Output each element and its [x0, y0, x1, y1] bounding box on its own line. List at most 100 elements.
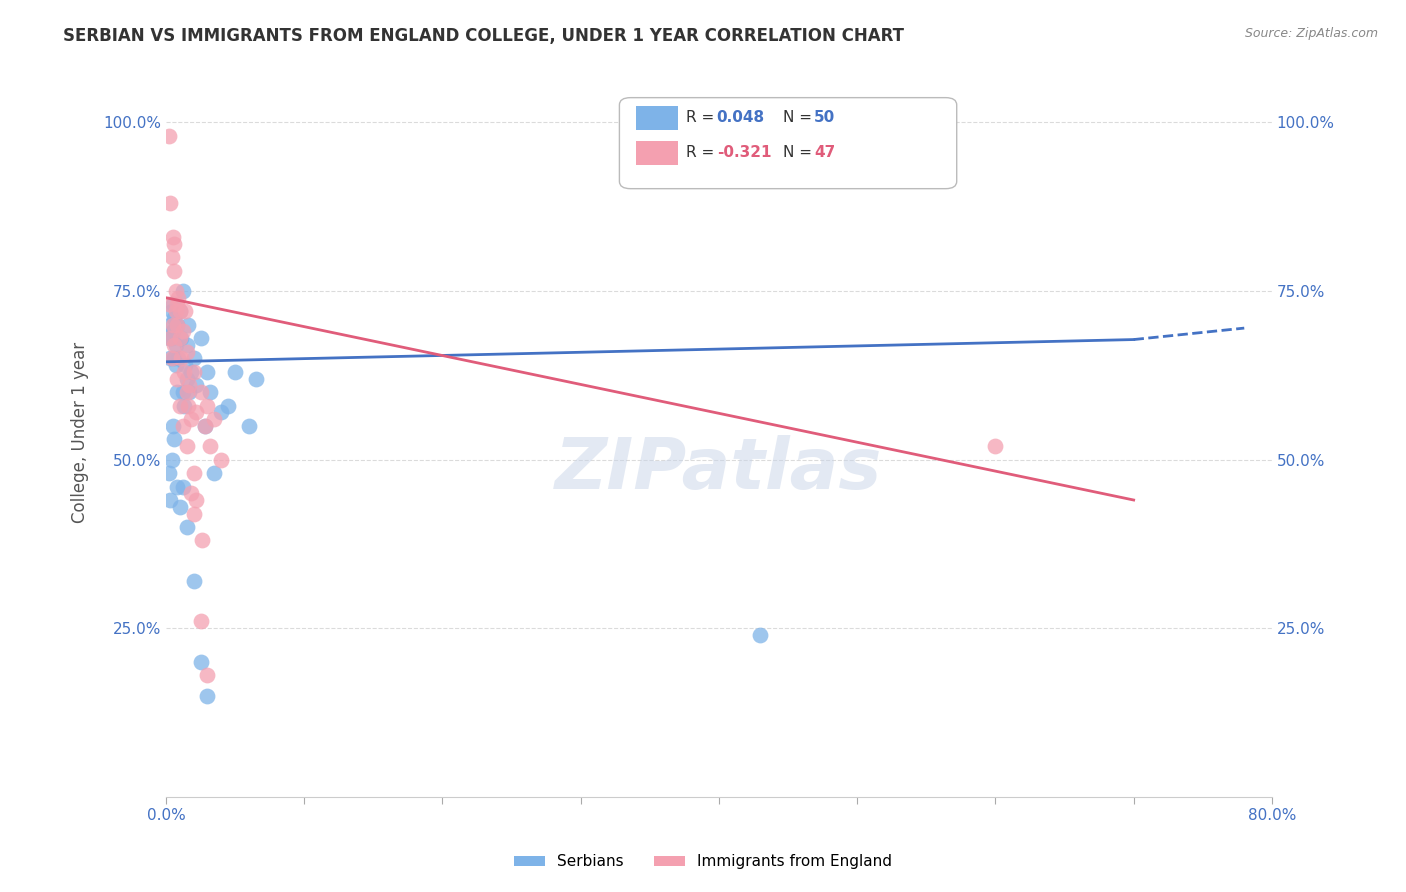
Point — [173, 399, 195, 413]
Point — [166, 479, 188, 493]
Point — [186, 493, 208, 508]
Point — [169, 500, 191, 514]
Point — [174, 358, 197, 372]
Point — [200, 439, 222, 453]
Legend: Serbians, Immigrants from England: Serbians, Immigrants from England — [508, 848, 898, 875]
Point — [157, 297, 180, 311]
Point — [238, 418, 260, 433]
Point — [197, 668, 219, 682]
Point — [162, 318, 184, 332]
Text: N =: N = — [783, 110, 817, 125]
Point — [172, 325, 194, 339]
Point — [163, 236, 186, 251]
Point — [190, 615, 212, 629]
Text: 50: 50 — [814, 110, 835, 125]
Point — [172, 418, 194, 433]
Point — [190, 331, 212, 345]
Point — [162, 418, 184, 433]
Point — [176, 372, 198, 386]
Point — [174, 304, 197, 318]
Point — [163, 351, 186, 366]
Point — [177, 318, 200, 332]
Point — [159, 331, 181, 345]
Point — [167, 351, 190, 366]
Point — [176, 520, 198, 534]
Text: ZIPatlas: ZIPatlas — [555, 434, 883, 503]
Point — [172, 284, 194, 298]
Point — [166, 372, 188, 386]
Text: N =: N = — [783, 145, 817, 160]
Point — [162, 230, 184, 244]
Point — [176, 344, 198, 359]
Point — [165, 304, 187, 318]
Point — [173, 365, 195, 379]
Point — [194, 418, 217, 433]
Text: R =: R = — [686, 110, 718, 125]
Point — [172, 385, 194, 400]
Point — [159, 318, 181, 332]
Point — [180, 486, 202, 500]
Point — [159, 493, 181, 508]
FancyBboxPatch shape — [636, 106, 678, 130]
Point — [183, 351, 205, 366]
Point — [183, 507, 205, 521]
Point — [167, 291, 190, 305]
Text: Source: ZipAtlas.com: Source: ZipAtlas.com — [1244, 27, 1378, 40]
Point — [165, 284, 187, 298]
Point — [163, 310, 186, 325]
Point — [183, 365, 205, 379]
Point — [165, 358, 187, 372]
Point — [169, 304, 191, 318]
Point — [170, 351, 193, 366]
Point — [169, 399, 191, 413]
Point — [202, 466, 225, 480]
Text: 47: 47 — [814, 145, 835, 160]
Point — [163, 433, 186, 447]
Point — [179, 385, 201, 400]
Text: R =: R = — [686, 145, 718, 160]
Point — [160, 452, 183, 467]
Point — [177, 399, 200, 413]
Point — [166, 318, 188, 332]
Point — [166, 297, 188, 311]
Point — [157, 466, 180, 480]
Point — [197, 365, 219, 379]
Point — [984, 439, 1007, 453]
Point — [170, 331, 193, 345]
Point — [200, 385, 222, 400]
FancyBboxPatch shape — [620, 97, 956, 189]
Point — [190, 385, 212, 400]
Point — [166, 318, 188, 332]
Point — [157, 331, 180, 345]
Point — [209, 405, 232, 419]
Point — [180, 412, 202, 426]
Point — [157, 128, 180, 143]
Point — [183, 574, 205, 588]
Point — [160, 304, 183, 318]
Point — [176, 338, 198, 352]
Point — [160, 331, 183, 345]
Point — [209, 452, 232, 467]
Point — [160, 250, 183, 264]
Point — [162, 325, 184, 339]
Point — [162, 297, 184, 311]
Point — [159, 351, 181, 366]
Point — [179, 378, 201, 392]
Point — [169, 331, 191, 345]
Point — [160, 351, 183, 366]
Point — [180, 365, 202, 379]
Point — [186, 405, 208, 419]
Point — [183, 466, 205, 480]
Point — [202, 412, 225, 426]
Point — [176, 439, 198, 453]
Point — [749, 628, 772, 642]
Point — [245, 372, 267, 386]
Point — [224, 365, 246, 379]
Point — [159, 196, 181, 211]
Point — [166, 385, 188, 400]
Point — [194, 418, 217, 433]
Point — [190, 655, 212, 669]
Point — [163, 338, 186, 352]
Point — [172, 479, 194, 493]
Point — [191, 533, 214, 548]
